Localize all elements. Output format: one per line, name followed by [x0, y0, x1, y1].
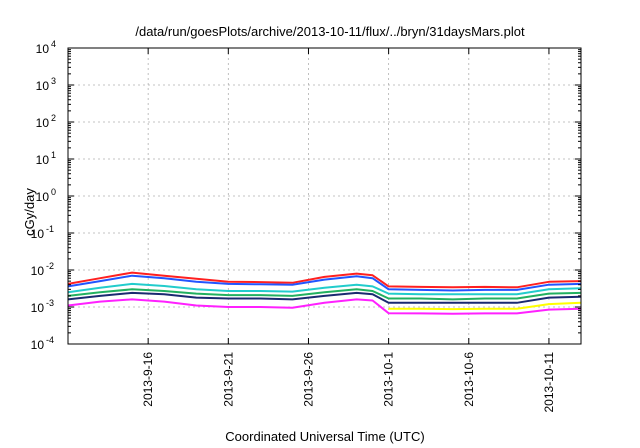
svg-text:10: 10 — [36, 190, 50, 204]
y-tick-label: 10 4 — [36, 39, 56, 56]
y-tick-label: 10 3 — [36, 76, 56, 93]
svg-text:2: 2 — [51, 113, 56, 123]
svg-text:10: 10 — [36, 116, 50, 130]
svg-text:-2: -2 — [46, 261, 54, 271]
x-tick-label: 2013-9-21 — [221, 352, 235, 407]
series-line — [388, 301, 582, 311]
series-line — [67, 274, 582, 292]
y-axis-label: cGy/day — [22, 188, 37, 236]
svg-text:10: 10 — [36, 79, 50, 93]
y-tick-label: 10 -3 — [31, 298, 54, 315]
svg-text:10: 10 — [31, 338, 45, 352]
series-line — [67, 291, 582, 304]
svg-text:10: 10 — [31, 301, 45, 315]
y-tick-label: 10 1 — [36, 150, 56, 167]
y-tick-label: 10 2 — [36, 113, 56, 130]
svg-text:3: 3 — [51, 76, 56, 86]
x-tick-label: 2013-9-26 — [301, 352, 315, 407]
x-tick-label: 2013-10-11 — [542, 352, 556, 413]
y-tick-label: 10 -2 — [31, 261, 54, 278]
plot-series — [67, 271, 582, 315]
svg-text:-4: -4 — [46, 335, 54, 345]
series-line — [67, 282, 582, 296]
svg-text:10: 10 — [31, 264, 45, 278]
x-tick-label: 2013-10-1 — [382, 352, 396, 407]
series-line — [67, 288, 582, 301]
series-line — [67, 271, 582, 289]
svg-text:10: 10 — [31, 227, 45, 241]
svg-text:10: 10 — [36, 42, 50, 56]
x-axis-label: Coordinated Universal Time (UTC) — [225, 429, 424, 444]
y-tick-label: 10 0 — [36, 187, 56, 204]
svg-text:10: 10 — [36, 153, 50, 167]
x-tick-label: 2013-9-16 — [141, 352, 155, 407]
svg-text:1: 1 — [51, 150, 56, 160]
svg-text:0: 0 — [51, 187, 56, 197]
svg-text:4: 4 — [51, 39, 56, 49]
series-line — [67, 298, 582, 315]
x-tick-label: 2013-10-6 — [462, 352, 476, 407]
grid — [68, 48, 581, 344]
svg-text:-1: -1 — [46, 224, 54, 234]
y-tick-label: 10 -1 — [31, 224, 54, 241]
svg-text:-3: -3 — [46, 298, 54, 308]
chart-title: /data/run/goesPlots/archive/2013-10-11/f… — [135, 24, 525, 39]
y-tick-label: 10 -4 — [31, 335, 54, 352]
